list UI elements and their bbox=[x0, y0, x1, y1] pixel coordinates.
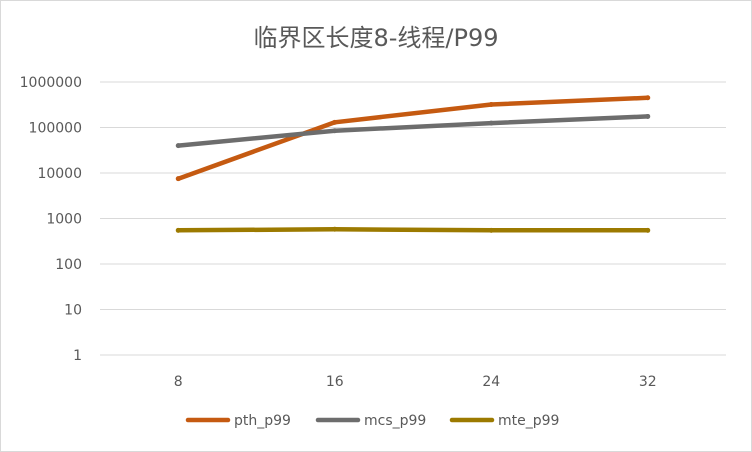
series-line-mcs_p99 bbox=[176, 114, 651, 148]
gridlines bbox=[100, 81, 726, 356]
y-tick-label: 10 bbox=[64, 303, 82, 319]
data-point-pth_p99-3 bbox=[645, 95, 651, 101]
series-line-pth_p99 bbox=[176, 95, 651, 181]
data-point-mte_p99-2 bbox=[488, 227, 494, 233]
data-point-mcs_p99-3 bbox=[645, 113, 651, 119]
legend-label-pth_p99: pth_p99 bbox=[234, 413, 291, 429]
y-tick-label: 100000 bbox=[29, 121, 82, 137]
data-point-mte_p99-3 bbox=[645, 227, 651, 233]
x-tick-label: 32 bbox=[639, 374, 657, 390]
data-point-pth_p99-1 bbox=[332, 119, 338, 125]
x-tick-label: 8 bbox=[174, 374, 183, 390]
y-tick-label: 100 bbox=[55, 257, 82, 273]
x-tick-label: 24 bbox=[482, 374, 500, 390]
y-tick-label: 1000000 bbox=[20, 75, 82, 91]
data-point-mte_p99-0 bbox=[175, 227, 181, 233]
chart-title: 临界区长度8-线程/P99 bbox=[253, 24, 499, 52]
y-tick-label: 1000 bbox=[46, 212, 82, 228]
data-point-mte_p99-1 bbox=[332, 226, 338, 232]
data-point-pth_p99-0 bbox=[175, 176, 181, 182]
legend-label-mte_p99: mte_p99 bbox=[498, 413, 559, 429]
data-point-mcs_p99-1 bbox=[332, 128, 338, 134]
y-axis-tick-labels: 1 10 100 1000 10000 100000 1000000 bbox=[20, 75, 82, 364]
x-tick-label: 16 bbox=[326, 374, 344, 390]
data-point-mcs_p99-2 bbox=[488, 120, 494, 126]
data-point-pth_p99-2 bbox=[488, 102, 494, 108]
x-axis-tick-labels: 8 16 24 32 bbox=[174, 374, 657, 390]
data-point-mcs_p99-0 bbox=[175, 143, 181, 149]
legend-label-mcs_p99: mcs_p99 bbox=[364, 413, 426, 429]
y-tick-label: 10000 bbox=[37, 166, 82, 182]
series-line-mte_p99 bbox=[176, 227, 651, 233]
legend: pth_p99 mcs_p99 mte_p99 bbox=[185, 413, 559, 429]
y-tick-label: 1 bbox=[73, 348, 82, 364]
series-lines bbox=[175, 95, 651, 233]
